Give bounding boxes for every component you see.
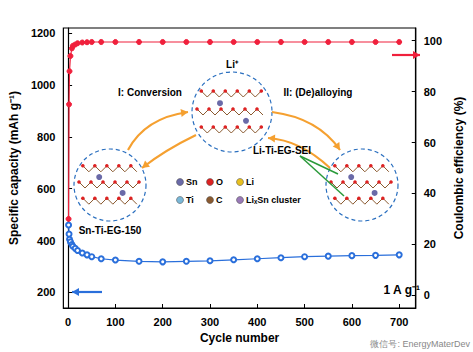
svg-text:400: 400 — [37, 235, 55, 247]
svg-text:60: 60 — [424, 137, 436, 149]
svg-text:1 A g⁻¹: 1 A g⁻¹ — [384, 283, 420, 297]
svg-text:100: 100 — [424, 35, 442, 47]
svg-text:I: Conversion: I: Conversion — [118, 87, 182, 98]
svg-text:Cycle number: Cycle number — [200, 331, 280, 345]
svg-text:80: 80 — [424, 86, 436, 98]
svg-text:0: 0 — [65, 316, 71, 328]
svg-text:20: 20 — [424, 238, 436, 250]
svg-text:Li: Li — [246, 177, 254, 187]
svg-text:600: 600 — [343, 316, 361, 328]
svg-text:O: O — [216, 177, 223, 187]
svg-text:0: 0 — [424, 289, 430, 301]
svg-text:40: 40 — [424, 187, 436, 199]
svg-text:200: 200 — [154, 316, 172, 328]
svg-text:微信号: EnergyMaterDev: 微信号: EnergyMaterDev — [370, 339, 470, 349]
svg-text:LiₓSn cluster: LiₓSn cluster — [246, 195, 301, 205]
svg-text:Sn-Ti-EG-150: Sn-Ti-EG-150 — [79, 225, 142, 236]
svg-text:1000: 1000 — [31, 79, 55, 91]
svg-text:700: 700 — [390, 316, 408, 328]
svg-text:400: 400 — [248, 316, 266, 328]
svg-text:300: 300 — [201, 316, 219, 328]
svg-text:C: C — [216, 195, 223, 205]
svg-text:Li-Ti-EG-SEI: Li-Ti-EG-SEI — [253, 145, 311, 156]
svg-text:Li⁺: Li⁺ — [226, 59, 239, 70]
svg-text:500: 500 — [295, 316, 313, 328]
svg-text:200: 200 — [37, 286, 55, 298]
svg-text:Specific capacity (mAh g⁻¹): Specific capacity (mAh g⁻¹) — [7, 91, 21, 245]
svg-text:600: 600 — [37, 183, 55, 195]
svg-text:II: (De)alloying: II: (De)alloying — [284, 87, 353, 98]
svg-text:Sn: Sn — [186, 177, 198, 187]
svg-text:800: 800 — [37, 131, 55, 143]
svg-text:Ti: Ti — [186, 195, 194, 205]
svg-text:Coulombic efficiency (%): Coulombic efficiency (%) — [452, 97, 466, 240]
svg-text:100: 100 — [106, 316, 124, 328]
svg-text:1200: 1200 — [31, 27, 55, 39]
